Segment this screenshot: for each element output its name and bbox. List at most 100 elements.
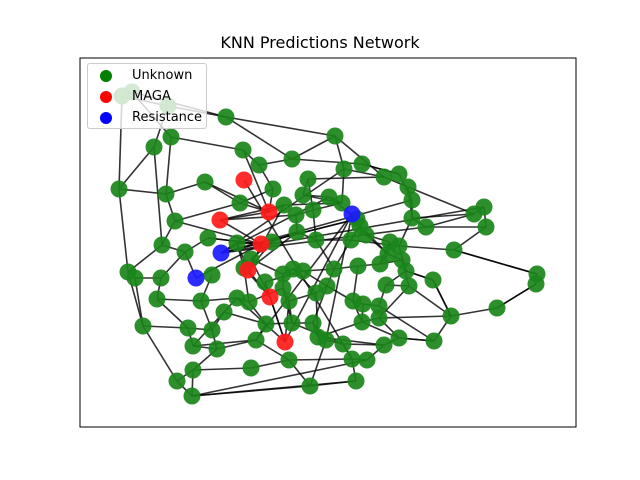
node-unknown: [370, 309, 388, 327]
node-unknown: [442, 307, 460, 325]
network-edge: [378, 315, 452, 319]
node-unknown: [179, 319, 197, 337]
network-edge: [191, 359, 368, 397]
node-layer: [110, 83, 546, 405]
node-unknown: [152, 269, 170, 287]
network-edge: [174, 202, 241, 222]
node-unknown: [145, 138, 163, 156]
network-edge: [118, 146, 155, 190]
node-unknown: [353, 313, 371, 331]
node-unknown: [126, 269, 144, 287]
node-unknown: [371, 255, 389, 273]
node-unknown: [417, 218, 435, 236]
network-edge: [191, 380, 357, 397]
network-edge: [398, 245, 455, 251]
node-unknown: [184, 361, 202, 379]
node-unknown: [445, 241, 463, 259]
node-unknown: [397, 262, 415, 280]
legend-label-unknown: Unknown: [132, 68, 193, 83]
node-unknown: [343, 350, 361, 368]
node-unknown: [168, 372, 186, 390]
node-unknown: [215, 303, 233, 321]
chart-title: KNN Predictions Network: [220, 33, 420, 52]
network-edge: [411, 213, 475, 219]
node-unknown: [399, 178, 417, 196]
node-unknown: [375, 168, 393, 186]
node-unknown: [400, 277, 418, 295]
network-edge: [288, 358, 353, 361]
network-edge: [118, 188, 129, 273]
node-unknown: [283, 314, 301, 332]
node-unknown: [370, 297, 388, 315]
network-edge: [192, 367, 252, 371]
node-maga: [239, 261, 257, 279]
node-resistance: [343, 205, 361, 223]
node-unknown: [240, 293, 258, 311]
node-unknown: [333, 194, 351, 212]
node-unknown: [264, 180, 282, 198]
node-unknown: [208, 340, 226, 358]
node-unknown: [288, 223, 306, 241]
legend-label-resistance: Resistance: [132, 110, 203, 125]
network-edge: [219, 214, 297, 221]
node-unknown: [184, 337, 202, 355]
node-unknown: [477, 218, 495, 236]
network-edge: [291, 158, 363, 165]
node-unknown: [334, 335, 352, 353]
node-unknown: [256, 273, 274, 291]
node-unknown: [307, 231, 325, 249]
legend-item-maga: MAGA: [88, 87, 208, 107]
node-unknown: [280, 292, 298, 310]
node-unknown: [192, 292, 210, 310]
node-unknown: [320, 188, 338, 206]
plot-frame: [79, 57, 577, 428]
node-unknown: [354, 295, 372, 313]
node-maga: [235, 171, 253, 189]
node-unknown: [299, 170, 317, 188]
node-unknown: [349, 257, 367, 275]
node-unknown: [353, 155, 371, 173]
node-maga: [252, 235, 270, 253]
node-unknown: [375, 336, 393, 354]
node-unknown: [242, 359, 260, 377]
legend-label-maga: MAGA: [132, 89, 171, 104]
node-unknown: [377, 276, 395, 294]
network-edge: [192, 339, 257, 347]
node-unknown: [203, 266, 221, 284]
node-unknown: [203, 321, 221, 339]
node-unknown: [275, 196, 293, 214]
node-maga: [260, 203, 278, 221]
legend-marker-resistance: [100, 112, 112, 124]
legend-item-resistance: Resistance: [88, 108, 208, 128]
node-unknown: [358, 351, 376, 369]
network-edge: [225, 116, 293, 160]
node-unknown: [304, 201, 322, 219]
node-unknown: [390, 329, 408, 347]
node-unknown: [199, 229, 217, 247]
node-unknown: [157, 185, 175, 203]
node-unknown: [110, 180, 128, 198]
node-unknown: [326, 127, 344, 145]
network-edge: [408, 285, 452, 317]
node-resistance: [212, 244, 230, 262]
node-unknown: [283, 150, 301, 168]
node-unknown: [294, 262, 312, 280]
node-unknown: [196, 173, 214, 191]
node-unknown: [294, 186, 312, 204]
legend-item-unknown: Unknown: [88, 66, 208, 86]
node-unknown: [176, 243, 194, 261]
node-unknown: [304, 314, 322, 332]
node-unknown: [280, 351, 298, 369]
network-edge: [165, 136, 172, 195]
network-edge: [453, 249, 538, 275]
network-edge: [307, 176, 385, 180]
node-unknown: [274, 279, 292, 297]
node-unknown: [234, 141, 252, 159]
node-unknown: [475, 198, 493, 216]
node-unknown: [342, 231, 360, 249]
network-edge: [174, 220, 262, 245]
network-edge: [407, 186, 475, 215]
node-unknown: [250, 156, 268, 174]
node-unknown: [425, 332, 443, 350]
node-unknown: [301, 377, 319, 395]
